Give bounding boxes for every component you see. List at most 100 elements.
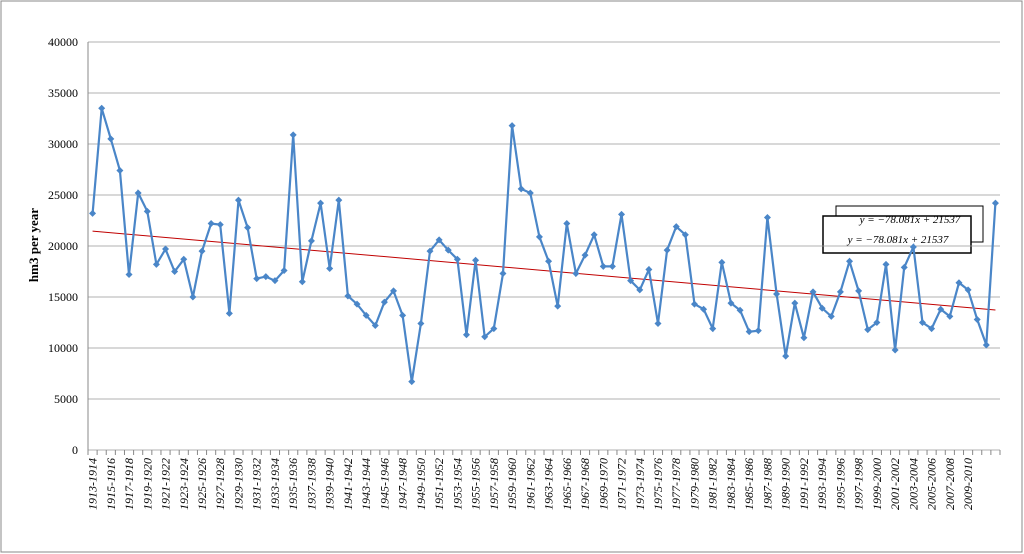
y-tick-label: 20000 <box>48 239 78 253</box>
x-tick-label: 2007-2008 <box>943 458 957 510</box>
data-point <box>207 220 215 228</box>
data-point <box>535 233 543 241</box>
data-point <box>554 302 562 310</box>
data-point <box>991 199 999 207</box>
data-point <box>918 319 926 326</box>
y-tick-label: 40000 <box>48 35 78 49</box>
data-point <box>244 224 252 232</box>
data-point <box>891 346 899 354</box>
data-point <box>782 352 790 360</box>
y-tick-label: 15000 <box>48 290 78 304</box>
x-tick-label: 1943-1944 <box>359 458 373 510</box>
data-point <box>900 263 908 271</box>
data-point <box>307 237 315 245</box>
data-point <box>791 299 799 307</box>
x-tick-label: 1975-1976 <box>651 458 665 510</box>
data-point <box>545 257 553 265</box>
data-point <box>462 331 470 339</box>
data-point <box>289 131 297 139</box>
data-point <box>855 287 863 295</box>
data-point <box>107 135 115 143</box>
data-point <box>280 266 288 274</box>
x-tick-label: 1929-1930 <box>231 458 245 510</box>
trendline-equation: y = −78.081x + 21537 <box>847 234 949 246</box>
data-point <box>581 251 589 259</box>
data-point <box>773 290 781 298</box>
data-point <box>335 196 343 204</box>
x-tick-label: 1925-1926 <box>195 458 209 510</box>
data-point <box>727 299 735 307</box>
data-point <box>873 319 881 326</box>
data-point <box>627 277 635 285</box>
x-tick-label: 1971-1972 <box>615 458 629 510</box>
data-point <box>143 207 151 215</box>
data-point <box>590 231 598 239</box>
data-point <box>599 262 607 270</box>
data-point <box>718 258 726 266</box>
data-point <box>98 104 106 112</box>
x-tick-label: 1915-1916 <box>104 458 118 510</box>
data-point <box>928 325 936 333</box>
x-tick-label: 1913-1914 <box>86 458 100 510</box>
data-point <box>700 305 708 313</box>
x-tick-label: 1969-1970 <box>596 458 610 510</box>
data-point <box>572 270 580 278</box>
x-tick-label: 1917-1918 <box>122 458 136 510</box>
data-point <box>499 270 507 278</box>
x-tick-label: 1983-1984 <box>724 458 738 510</box>
x-tick-label: 2009-2010 <box>961 458 975 510</box>
data-point <box>344 292 352 300</box>
x-tick-label: 2005-2006 <box>925 458 939 510</box>
data-point <box>973 315 981 323</box>
data-point <box>937 305 945 313</box>
data-point <box>964 286 972 294</box>
y-tick-label: 5000 <box>54 392 78 406</box>
data-point <box>618 210 626 218</box>
data-point <box>827 312 835 320</box>
data-point <box>399 311 407 319</box>
x-tick-label: 1947-1948 <box>396 458 410 510</box>
data-point <box>380 298 388 306</box>
data-point <box>180 255 188 263</box>
x-tick-label: 1967-1968 <box>578 458 592 510</box>
data-point <box>435 236 443 244</box>
data-point <box>116 167 124 175</box>
x-tick-label: 1949-1950 <box>414 458 428 510</box>
data-point <box>736 306 744 314</box>
x-tick-label: 1987-1988 <box>760 458 774 510</box>
x-tick-label: 1965-1966 <box>560 458 574 510</box>
data-point <box>417 320 425 328</box>
x-tick-label: 1921-1922 <box>159 458 173 510</box>
data-point <box>225 309 233 317</box>
data-point <box>189 293 197 301</box>
data-point <box>882 260 890 268</box>
data-point <box>472 256 480 264</box>
data-point <box>672 223 680 231</box>
annotation-box <box>822 215 972 254</box>
x-tick-label: 1935-1936 <box>286 458 300 510</box>
data-point <box>763 213 771 221</box>
x-tick-label: 1923-1924 <box>177 458 191 510</box>
x-tick-label: 1927-1928 <box>213 458 227 510</box>
trend-line <box>92 230 996 311</box>
data-point <box>709 325 717 333</box>
data-point <box>89 209 97 217</box>
y-tick-label: 30000 <box>48 137 78 151</box>
data-point <box>271 277 279 285</box>
x-tick-label: 1951-1952 <box>432 458 446 510</box>
data-point <box>681 231 689 239</box>
data-point <box>946 312 954 320</box>
data-point <box>162 245 170 253</box>
data-point <box>371 322 379 330</box>
data-point <box>846 257 854 265</box>
x-tick-label: 1955-1956 <box>469 458 483 510</box>
x-tick-label: 1957-1958 <box>487 458 501 510</box>
data-point <box>326 264 334 272</box>
data-point <box>526 189 534 197</box>
data-point <box>234 196 242 204</box>
data-point <box>152 260 160 268</box>
x-tick-label: 1999-2000 <box>870 458 884 510</box>
y-axis-label: hm3 per year <box>26 208 41 282</box>
data-point <box>800 334 808 342</box>
